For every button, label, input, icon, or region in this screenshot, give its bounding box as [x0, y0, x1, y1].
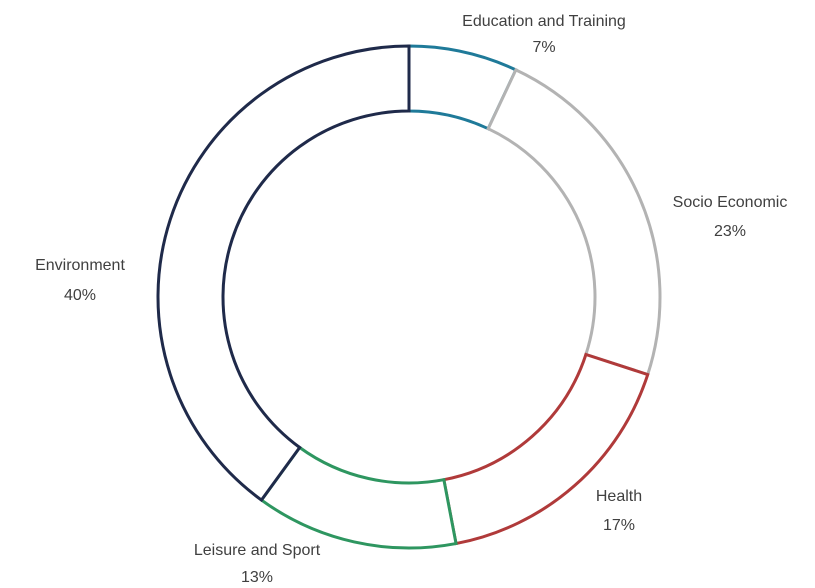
segment-value: 17% [603, 517, 635, 534]
donut-segment [486, 67, 662, 377]
donut-segment [259, 445, 458, 550]
segment-label: Leisure and Sport [194, 542, 321, 559]
segment-value: 7% [532, 39, 555, 56]
segment-value: 40% [64, 287, 96, 304]
donut-segment [156, 44, 411, 503]
segment-value: 23% [714, 223, 746, 240]
segment-label: Health [596, 488, 642, 505]
segment-label: Environment [35, 257, 125, 274]
segment-value: 13% [241, 569, 273, 586]
segment-label: Education and Training [462, 13, 626, 30]
segment-label: Socio Economic [673, 194, 788, 211]
donut-segment [442, 352, 650, 546]
